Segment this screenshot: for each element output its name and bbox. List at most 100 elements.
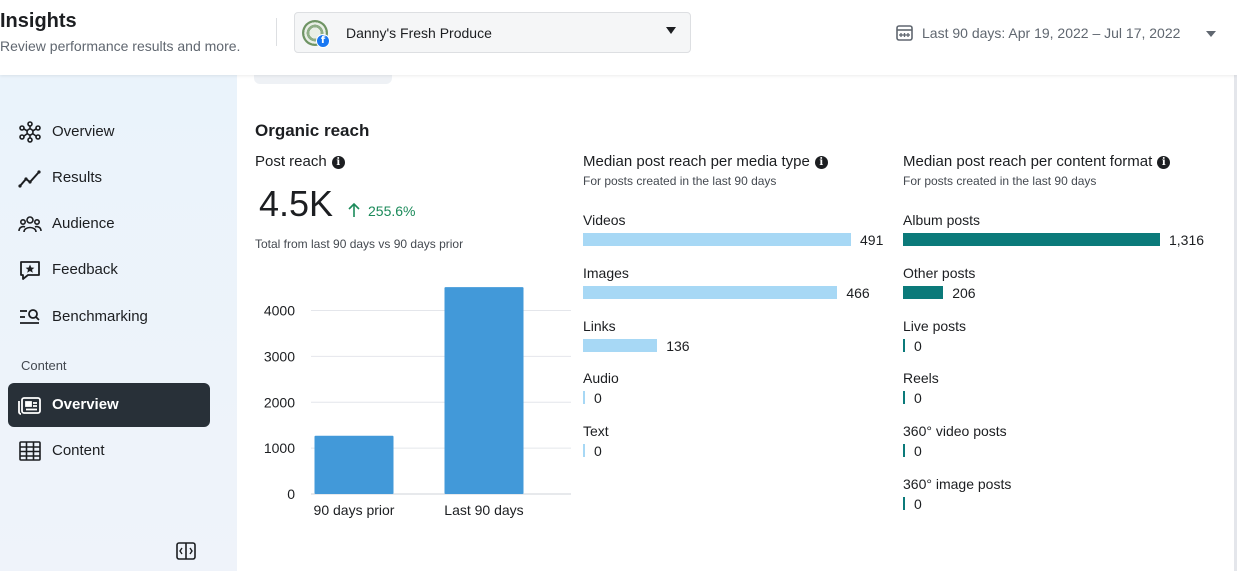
caret-down-icon [666, 27, 676, 34]
sidebar-item-label: Content [52, 442, 105, 459]
page-title: Insights [0, 10, 77, 32]
bar-fill[interactable] [903, 391, 905, 405]
bar-value: 136 [666, 337, 690, 354]
sidebar-item-results[interactable]: Results [8, 156, 210, 200]
bar-fill[interactable] [903, 497, 905, 510]
bar-row-360-image-posts: 360° image posts 0 [903, 476, 1223, 524]
bar-value: 491 [860, 232, 884, 248]
bar-value: 1,316 [1169, 232, 1205, 248]
sidebar-item-label: Benchmarking [52, 308, 148, 325]
collapse-sidebar-icon[interactable] [175, 540, 197, 562]
info-icon[interactable]: i [331, 156, 345, 169]
bar-label: Links [583, 317, 616, 334]
bar-fill[interactable] [903, 444, 905, 458]
bar-label: 360° image posts [903, 476, 1012, 492]
sidebar-item-label: Feedback [52, 261, 118, 278]
date-range-label: Last 90 days: Apr 19, 2022 – Jul 17, 202… [922, 25, 1181, 41]
media-type-title-text: Median post reach per media type [583, 153, 810, 170]
bar-fill[interactable] [583, 285, 838, 299]
previous-card-edge [254, 75, 392, 84]
bar-row-other-posts: Other posts 206 [903, 265, 1223, 313]
y-tick-label: 0 [287, 486, 295, 502]
table-icon [19, 441, 41, 461]
post-reach-value: 4.5K [259, 183, 334, 224]
page-selector-dropdown[interactable]: f Danny's Fresh Produce [294, 12, 691, 53]
trend-line-icon [18, 170, 41, 188]
bar-value: 0 [594, 443, 602, 460]
bar-row-videos: Videos 491 [583, 212, 903, 260]
bar-label: Album posts [903, 212, 981, 228]
bar-fill[interactable] [903, 285, 944, 299]
sidebar-item-content-overview[interactable]: Overview [8, 383, 210, 427]
bar-value: 466 [846, 284, 870, 301]
bar-value: 0 [914, 496, 922, 512]
bar-value: 0 [914, 337, 922, 354]
bar-90-days-prior[interactable] [314, 435, 394, 494]
sidebar-item-content[interactable]: Content [8, 429, 210, 473]
arrow-up-icon [348, 202, 360, 217]
facebook-icon: f [316, 34, 330, 48]
sidebar-item-feedback[interactable]: Feedback [8, 248, 210, 292]
content-format-title-text: Median post reach per content format [903, 153, 1153, 170]
header-bar: Insights Review performance results and … [0, 0, 1237, 75]
bar-value: 0 [914, 443, 922, 460]
people-icon [18, 216, 42, 233]
post-reach-note: Total from last 90 days vs 90 days prior [255, 237, 464, 251]
search-list-icon [20, 309, 40, 324]
y-tick-label: 3000 [264, 348, 295, 364]
bar-row-360-video-posts: 360° video posts 0 [903, 423, 1223, 471]
bar-last-90-days[interactable] [444, 287, 524, 494]
sidebar-item-label: Audience [52, 215, 115, 232]
bar-row-images: Images 466 [583, 265, 903, 313]
info-icon[interactable]: i [814, 156, 828, 169]
post-reach-change-text: 255.6% [368, 203, 416, 219]
media-type-subtitle: For posts created in the last 90 days [583, 174, 777, 188]
sidebar-section-label: Content [21, 358, 67, 373]
post-reach-bar-chart: 0 1000 2000 3000 4000 90 days prior Last 90 da… [264, 287, 571, 518]
bar-label: Audio [583, 370, 619, 387]
bar-row-text: Text 0 [583, 423, 903, 471]
sidebar-item-audience[interactable]: Audience [8, 202, 210, 246]
bar-value: 0 [914, 390, 922, 407]
header-divider [276, 18, 277, 46]
calendar-icon [896, 25, 913, 41]
bar-label: Live posts [903, 317, 967, 334]
bar-fill[interactable] [583, 338, 658, 352]
content-format-subtitle: For posts created in the last 90 days [903, 174, 1097, 188]
y-tick-label: 4000 [264, 303, 295, 319]
main-content: Organic reach Post reach i 4.5K 255.6% To… [237, 75, 1237, 571]
section-title: Organic reach [255, 121, 370, 140]
bar-value: 206 [952, 284, 976, 301]
bar-row-links: Links 136 [583, 318, 903, 366]
bar-label: 360° video posts [903, 423, 1007, 440]
bar-value: 0 [594, 390, 602, 407]
info-icon[interactable]: i [1157, 156, 1171, 169]
bar-label: Text [583, 423, 609, 440]
sidebar-item-overview[interactable]: Overview [8, 110, 210, 154]
bar-label: Reels [903, 370, 939, 387]
x-tick-label: 90 days prior [314, 502, 395, 518]
sidebar-item-label: Overview [52, 396, 119, 413]
bar-fill[interactable] [583, 391, 585, 405]
bar-label: Other posts [903, 264, 976, 281]
network-icon [19, 121, 41, 143]
page-selector-name: Danny's Fresh Produce [346, 25, 492, 41]
x-tick-label: Last 90 days [444, 502, 523, 518]
bar-row-album-posts: Album posts 1,316 [903, 212, 1223, 260]
bar-fill[interactable] [903, 338, 905, 352]
bar-row-reels: Reels 0 [903, 370, 1223, 418]
content-format-title: Median post reach per content format i [903, 153, 1171, 170]
post-reach-title: Post reach i [255, 153, 345, 170]
bar-row-live-posts: Live posts 0 [903, 318, 1223, 366]
star-comment-icon [20, 261, 40, 280]
bar-fill[interactable] [903, 233, 1160, 246]
bar-label: Videos [583, 212, 626, 228]
bar-label: Images [583, 264, 629, 281]
sidebar-item-benchmarking[interactable]: Benchmarking [8, 295, 210, 339]
bar-fill[interactable] [583, 444, 585, 458]
y-tick-label: 1000 [264, 440, 295, 456]
panel-border [1234, 75, 1237, 571]
bar-fill[interactable] [583, 233, 851, 246]
sidebar-item-label: Results [52, 169, 103, 186]
sidebar-item-label: Overview [52, 123, 115, 140]
